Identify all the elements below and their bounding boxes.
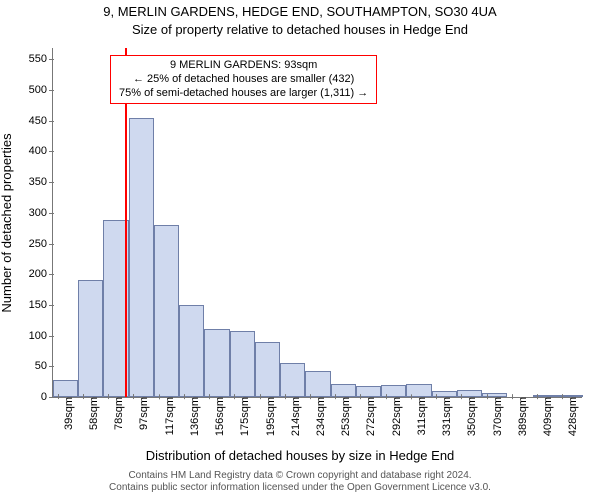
x-tick: 195sqm	[259, 397, 277, 436]
histogram-bar	[204, 329, 229, 397]
x-tick: 136sqm	[183, 397, 201, 436]
y-tick: 250	[29, 238, 53, 250]
x-tick: 117sqm	[158, 397, 176, 435]
y-tick: 550	[29, 53, 53, 65]
histogram-bar	[381, 385, 406, 397]
histogram-bar	[179, 305, 204, 397]
x-tick: 350sqm	[460, 397, 478, 436]
y-tick: 150	[29, 299, 53, 311]
x-tick: 156sqm	[208, 397, 226, 436]
histogram-bar	[78, 280, 103, 397]
x-tick: 409sqm	[536, 397, 554, 436]
annotation-line1: 9 MERLIN GARDENS: 93sqm	[119, 59, 368, 73]
histogram-bar	[255, 342, 280, 397]
x-tick: 58sqm	[82, 397, 100, 430]
footer-line2: Contains public sector information licen…	[0, 482, 600, 494]
x-tick: 78sqm	[107, 397, 125, 430]
x-tick: 39sqm	[57, 397, 75, 430]
y-tick: 300	[29, 207, 53, 219]
x-tick: 389sqm	[511, 397, 529, 436]
annotation-box: 9 MERLIN GARDENS: 93sqm ← 25% of detache…	[110, 55, 377, 104]
histogram-bar	[230, 331, 255, 397]
chart-title-line1: 9, MERLIN GARDENS, HEDGE END, SOUTHAMPTO…	[0, 4, 600, 19]
x-tick: 370sqm	[486, 397, 504, 436]
x-tick: 234sqm	[309, 397, 327, 436]
histogram-bar	[53, 380, 78, 397]
histogram-bar	[305, 371, 330, 397]
y-tick: 200	[29, 268, 53, 280]
histogram-bar	[129, 118, 154, 397]
annotation-line3: 75% of semi-detached houses are larger (…	[119, 87, 368, 101]
histogram-bar	[280, 363, 305, 397]
y-tick: 50	[35, 360, 53, 372]
y-tick: 450	[29, 115, 53, 127]
y-tick: 500	[29, 84, 53, 96]
license-footer: Contains HM Land Registry data © Crown c…	[0, 470, 600, 494]
x-tick: 292sqm	[385, 397, 403, 436]
y-tick: 0	[41, 391, 53, 403]
x-tick: 428sqm	[561, 397, 579, 436]
footer-line1: Contains HM Land Registry data © Crown c…	[0, 470, 600, 482]
y-tick: 400	[29, 145, 53, 157]
y-tick: 100	[29, 330, 53, 342]
x-tick: 175sqm	[233, 397, 251, 436]
y-axis-label: Number of detached properties	[0, 133, 14, 312]
x-tick: 214sqm	[284, 397, 302, 436]
x-axis-label: Distribution of detached houses by size …	[0, 448, 600, 463]
x-tick: 97sqm	[132, 397, 150, 430]
x-tick: 272sqm	[359, 397, 377, 436]
chart-title-line2: Size of property relative to detached ho…	[0, 22, 600, 37]
x-tick: 253sqm	[334, 397, 352, 436]
histogram-chart: 9, MERLIN GARDENS, HEDGE END, SOUTHAMPTO…	[0, 0, 600, 500]
y-tick: 350	[29, 176, 53, 188]
x-tick: 311sqm	[410, 397, 428, 435]
histogram-bar	[154, 225, 179, 397]
x-tick: 331sqm	[435, 397, 453, 436]
annotation-line2: ← 25% of detached houses are smaller (43…	[119, 73, 368, 87]
